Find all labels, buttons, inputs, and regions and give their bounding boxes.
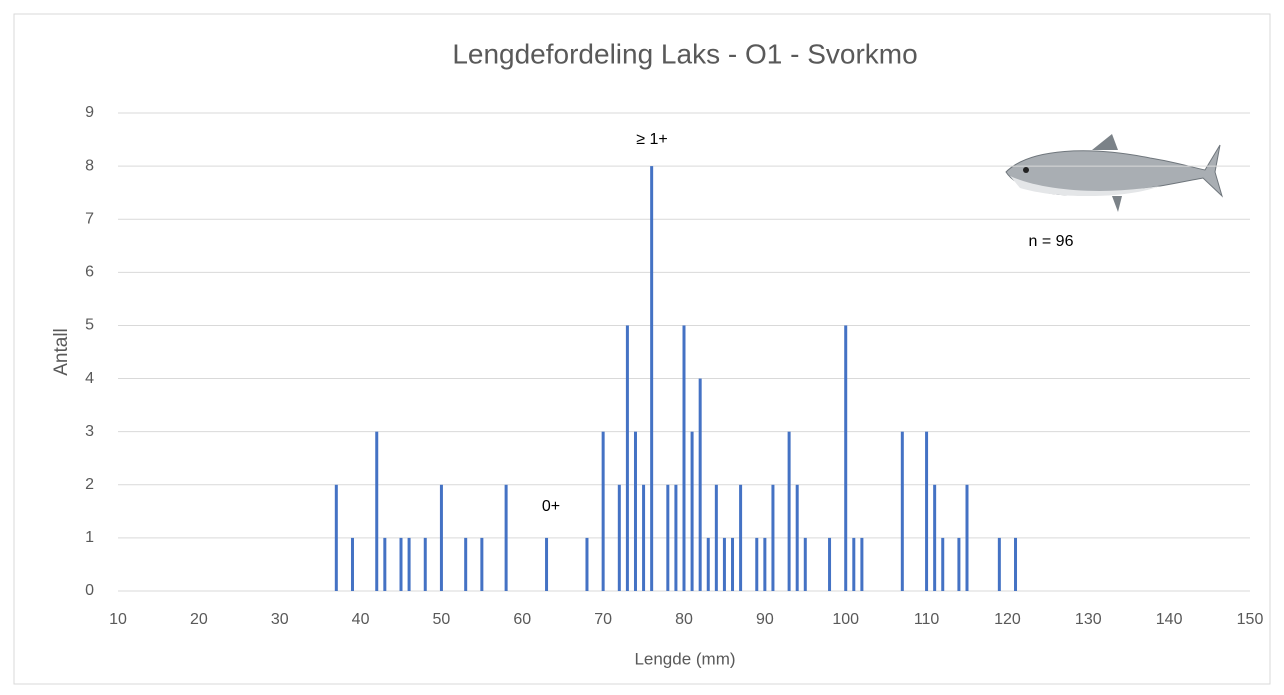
bar	[634, 432, 637, 591]
bar	[585, 538, 588, 591]
bar	[739, 485, 742, 591]
bar	[707, 538, 710, 591]
y-tick-label: 3	[85, 423, 94, 440]
bar	[375, 432, 378, 591]
annotation: 0+	[542, 498, 560, 515]
bar	[351, 538, 354, 591]
bar	[941, 538, 944, 591]
x-tick-label: 120	[994, 611, 1021, 628]
bar	[424, 538, 427, 591]
bar	[674, 485, 677, 591]
bar	[901, 432, 904, 591]
bar	[691, 432, 694, 591]
x-tick-label: 20	[190, 611, 208, 628]
bar	[966, 485, 969, 591]
x-tick-label: 80	[675, 611, 693, 628]
bar	[505, 485, 508, 591]
bar	[852, 538, 855, 591]
chart-frame	[14, 14, 1270, 684]
bar	[626, 325, 629, 591]
bar	[650, 166, 653, 591]
bar	[666, 485, 669, 591]
bar	[545, 538, 548, 591]
x-tick-label: 60	[513, 611, 531, 628]
bar	[860, 538, 863, 591]
bar	[763, 538, 766, 591]
bar	[933, 485, 936, 591]
bar	[618, 485, 621, 591]
bar	[755, 538, 758, 591]
bar	[925, 432, 928, 591]
x-tick-label: 70	[594, 611, 612, 628]
bar	[408, 538, 411, 591]
x-tick-label: 140	[1156, 611, 1183, 628]
bar	[642, 485, 645, 591]
bar	[788, 432, 791, 591]
bar	[440, 485, 443, 591]
bar	[998, 538, 1001, 591]
x-tick-label: 110	[914, 611, 940, 628]
chart: Lengdefordeling Laks - O1 - Svorkmo Leng…	[0, 0, 1284, 695]
y-tick-label: 8	[85, 157, 94, 174]
bar	[602, 432, 605, 591]
bar	[480, 538, 483, 591]
x-axis-label: Lengde (mm)	[634, 649, 735, 668]
bar	[796, 485, 799, 591]
bar	[464, 538, 467, 591]
bar	[335, 485, 338, 591]
bar	[400, 538, 403, 591]
x-tick-label: 100	[832, 611, 859, 628]
bar	[715, 485, 718, 591]
x-tick-label: 130	[1075, 611, 1102, 628]
y-axis-label: Antall	[51, 328, 72, 376]
x-tick-label: 90	[756, 611, 774, 628]
y-tick-label: 2	[85, 476, 94, 493]
bar	[804, 538, 807, 591]
bar	[844, 325, 847, 591]
bar	[683, 325, 686, 591]
chart-title: Lengdefordeling Laks - O1 - Svorkmo	[452, 38, 917, 69]
x-tick-label: 40	[352, 611, 370, 628]
bar	[771, 485, 774, 591]
bar	[731, 538, 734, 591]
annotation: n = 96	[1029, 233, 1074, 250]
bar	[699, 379, 702, 591]
y-tick-label: 1	[85, 529, 94, 546]
bar	[723, 538, 726, 591]
y-tick-label: 4	[85, 370, 94, 387]
x-tick-label: 30	[271, 611, 289, 628]
y-tick-label: 5	[85, 317, 94, 334]
x-tick-label: 50	[433, 611, 451, 628]
y-tick-label: 6	[85, 264, 94, 281]
x-tick-label: 10	[109, 611, 127, 628]
x-tick-label: 150	[1237, 611, 1264, 628]
y-tick-label: 0	[85, 582, 94, 599]
bar	[383, 538, 386, 591]
annotation: ≥ 1+	[636, 131, 667, 148]
bar	[1014, 538, 1017, 591]
y-tick-label: 7	[85, 210, 94, 227]
bar	[828, 538, 831, 591]
y-tick-label: 9	[85, 104, 94, 121]
bar	[957, 538, 960, 591]
